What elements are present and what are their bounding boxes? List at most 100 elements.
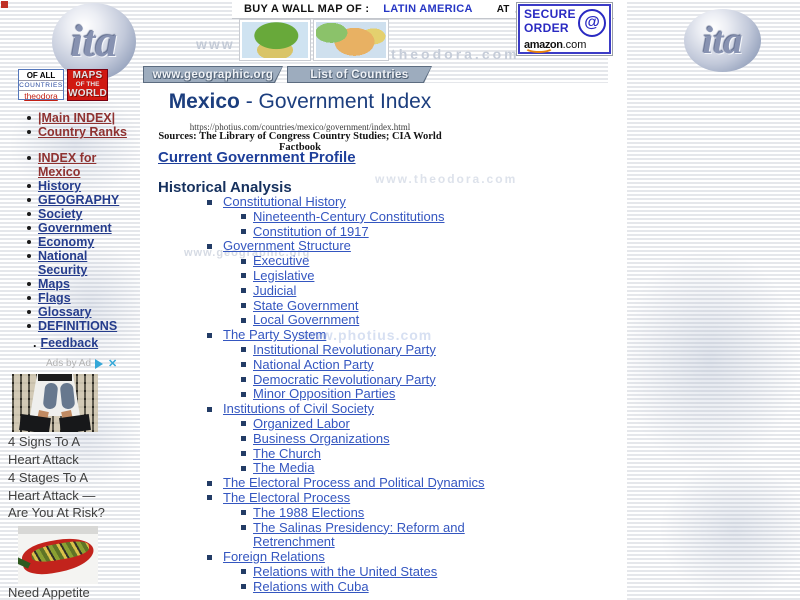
toc-link[interactable]: Foreign Relations: [223, 549, 325, 565]
toc-sublink[interactable]: Democratic Revolutionary Party: [253, 371, 436, 387]
toc-sublink[interactable]: The Salinas Presidency: Reform and Retre…: [253, 519, 465, 550]
sidebar-item-economy: Economy: [24, 235, 136, 249]
source-url: https://photius.com/countries/mexico/gov…: [189, 122, 411, 132]
map-thumbnail-north-america[interactable]: [240, 20, 310, 60]
current-government-profile-link[interactable]: Current Government Profile: [158, 149, 356, 166]
sidebar-link[interactable]: Glossary: [38, 305, 92, 320]
corner-marker: [1, 1, 8, 8]
toc-link[interactable]: The Electoral Process: [223, 489, 351, 505]
sidebar-item-government: Government: [24, 221, 136, 235]
toc-sublink[interactable]: The Media: [253, 460, 315, 476]
toc-sublink[interactable]: Relations with the United States: [253, 563, 438, 579]
toc-sublink[interactable]: The Church: [253, 445, 321, 461]
sidebar-link[interactable]: Society: [38, 207, 83, 222]
square-bullet-icon: [207, 243, 212, 249]
tab-geographic-org[interactable]: www.geographic.org: [143, 66, 283, 83]
bullet-icon: [27, 282, 31, 287]
ad-headline[interactable]: 4 Stages To A Heart Attack — Are You At …: [8, 470, 105, 520]
secure-order-badge[interactable]: SECURE ORDER @ amazon.com: [516, 2, 613, 56]
square-bullet-icon: [207, 554, 212, 560]
ad-image-scale-feet[interactable]: [12, 374, 98, 432]
toc-link[interactable]: Government Structure: [223, 238, 351, 254]
toc-subitem: Organized Labor: [223, 415, 618, 432]
toc-subitem: Business Organizations: [223, 430, 618, 447]
toc-link[interactable]: Constitutional History: [223, 194, 346, 209]
adchoices-icon[interactable]: [95, 358, 104, 369]
toc-sublink[interactable]: Organized Labor: [253, 415, 350, 431]
toc-subitem: Judicial: [223, 282, 618, 299]
sidebar-link[interactable]: GEOGRAPHY: [38, 193, 120, 208]
sidebar-link[interactable]: Flags: [38, 291, 71, 306]
tab-label: List of Countries: [310, 68, 409, 81]
sidebar-link[interactable]: Country Ranks: [38, 125, 127, 140]
sidebar-link[interactable]: DEFINITIONS: [38, 319, 118, 334]
toc-link[interactable]: The Party System: [223, 327, 327, 343]
page-title-rest: - Government Index: [239, 90, 432, 113]
toc-item: Government Structure Executive Legislati…: [196, 238, 618, 328]
bullet-icon: [27, 226, 31, 231]
pant-graphic: [19, 413, 51, 432]
ad-image-stuffed-pepper[interactable]: [18, 526, 98, 584]
badge-of-all-countries[interactable]: OF ALL COUNTRIES theodora: [18, 69, 64, 101]
toc-subitem: Executive: [223, 253, 618, 269]
sidebar-link-feedback[interactable]: Feedback: [40, 336, 99, 350]
sidebar-link[interactable]: INDEX for Mexico: [38, 150, 97, 179]
pant-graphic: [59, 413, 91, 432]
sidebar-link[interactable]: |Main INDEX|: [38, 111, 116, 125]
ads-by-label: Ads by Ad: [46, 358, 92, 369]
ad-headline[interactable]: 4 Signs To A Heart Attack: [8, 434, 80, 467]
ad-close-icon[interactable]: ✕: [108, 357, 118, 370]
square-bullet-icon: [241, 421, 246, 427]
bullet-icon: [27, 155, 31, 160]
toc-item: The Electoral Process and Political Dyna…: [196, 475, 618, 491]
feedback-prefix: .: [33, 336, 37, 350]
at-sign-icon: @: [578, 9, 606, 37]
toc-subitem: Constitution of 1917: [223, 223, 618, 240]
badge-line: theodora: [24, 91, 58, 101]
toc-sublink[interactable]: Constitution of 1917: [253, 223, 369, 239]
toc-sublink[interactable]: Legislative: [253, 267, 315, 283]
toc-link[interactable]: The Electoral Process and Political Dyna…: [223, 475, 485, 491]
sidebar-link[interactable]: National Security: [38, 249, 88, 278]
toc-sublink[interactable]: Minor Opposition Parties: [253, 386, 396, 402]
toc-sublink[interactable]: Nineteenth-Century Constitutions: [253, 208, 445, 224]
sidebar-link[interactable]: Maps: [38, 277, 70, 292]
toc-sublink[interactable]: National Action Party: [253, 356, 374, 372]
toc-sublink[interactable]: State Government: [253, 297, 359, 313]
tab-fill: List of Countries: [288, 67, 431, 82]
square-bullet-icon: [207, 495, 212, 501]
banner-at-label: AT: [496, 3, 510, 15]
toc-item: Constitutional History Nineteenth-Centur…: [196, 194, 618, 240]
toc-sublink[interactable]: Local Government: [253, 312, 360, 328]
map-thumbnail-world[interactable]: [314, 20, 388, 60]
bullet-icon: [27, 184, 31, 189]
toc-sublink[interactable]: Relations with Cuba: [253, 578, 369, 594]
toc-sublink[interactable]: The 1988 Elections: [253, 504, 365, 520]
banner-buy-label: BUY A WALL MAP OF :: [244, 3, 370, 15]
square-bullet-icon: [207, 480, 212, 486]
tab-list-of-countries[interactable]: List of Countries: [287, 66, 432, 83]
bullet-icon: [27, 296, 31, 301]
banner-region-link[interactable]: LATIN AMERICA: [383, 3, 473, 15]
secure-label: SECURE: [524, 7, 576, 21]
toc-sublink[interactable]: Judicial: [253, 282, 297, 298]
sidebar-item-index-for-mexico: INDEX for Mexico: [24, 151, 136, 180]
bullet-icon: [27, 130, 31, 135]
sidebar-item-national-security: National Security: [24, 249, 136, 277]
sidebar-link[interactable]: Government: [38, 221, 112, 236]
foot-graphic: [59, 382, 76, 410]
toc-sublink[interactable]: Institutional Revolutionary Party: [253, 341, 436, 357]
toc-sublink[interactable]: Business Organizations: [253, 430, 390, 446]
badge-maps-of-the-world[interactable]: MAPS OF THE WORLD: [67, 69, 108, 101]
sidebar-link[interactable]: History: [38, 179, 82, 194]
historical-analysis-heading: Historical Analysis: [158, 179, 292, 196]
feedback-row: . Feedback: [33, 336, 98, 350]
square-bullet-icon: [241, 465, 246, 471]
ad-headline[interactable]: Need Appetite: [8, 585, 90, 600]
sources-line: Sources: The Library of Congress Country…: [158, 131, 442, 153]
toc-subitem: Local Government: [223, 312, 618, 328]
sidebar-link[interactable]: Economy: [38, 235, 95, 250]
toc-sublink[interactable]: Executive: [253, 253, 310, 269]
sidebar-item-history: History: [24, 179, 136, 193]
toc-link[interactable]: Institutions of Civil Society: [223, 401, 375, 417]
